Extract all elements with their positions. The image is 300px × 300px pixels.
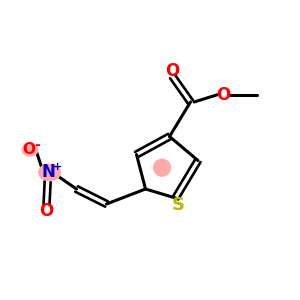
Ellipse shape (22, 144, 38, 156)
Text: N: N (41, 163, 55, 181)
Ellipse shape (39, 164, 60, 181)
Text: S: S (171, 196, 184, 214)
Text: O: O (165, 61, 180, 80)
Text: O: O (216, 85, 231, 103)
Text: O: O (22, 142, 35, 157)
Text: -: - (34, 138, 40, 152)
Text: O: O (39, 202, 54, 220)
Text: +: + (53, 162, 62, 172)
Circle shape (154, 159, 170, 176)
